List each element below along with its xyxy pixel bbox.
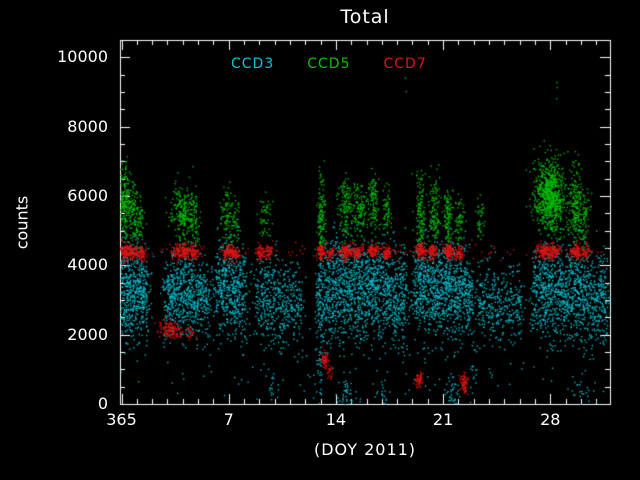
chart-title: Total (340, 6, 390, 28)
x-tick-label: 21 (432, 410, 454, 429)
x-tick-label: 14 (325, 410, 347, 429)
y-tick-label: 6000 (67, 186, 108, 205)
x-axis-label: (DOY 2011) (313, 440, 417, 459)
x-tick-label: 365 (106, 410, 137, 429)
y-tick-label: 2000 (67, 324, 108, 344)
chart-legend: CCD3 CCD5 CCD7 (231, 56, 427, 72)
y-tick-label: 0 (97, 394, 108, 413)
legend-item-ccd5: CCD5 (307, 56, 351, 72)
x-tick-label: 7 (223, 410, 234, 429)
y-tick-label: 10000 (57, 47, 108, 67)
legend-item-ccd7: CCD7 (383, 56, 427, 72)
y-tick-label: 8000 (67, 116, 108, 136)
y-axis-label: counts (12, 195, 32, 250)
x-tick-label: 28 (540, 410, 561, 429)
y-tick-label: 4000 (67, 255, 108, 275)
legend-item-ccd3: CCD3 (231, 56, 275, 72)
